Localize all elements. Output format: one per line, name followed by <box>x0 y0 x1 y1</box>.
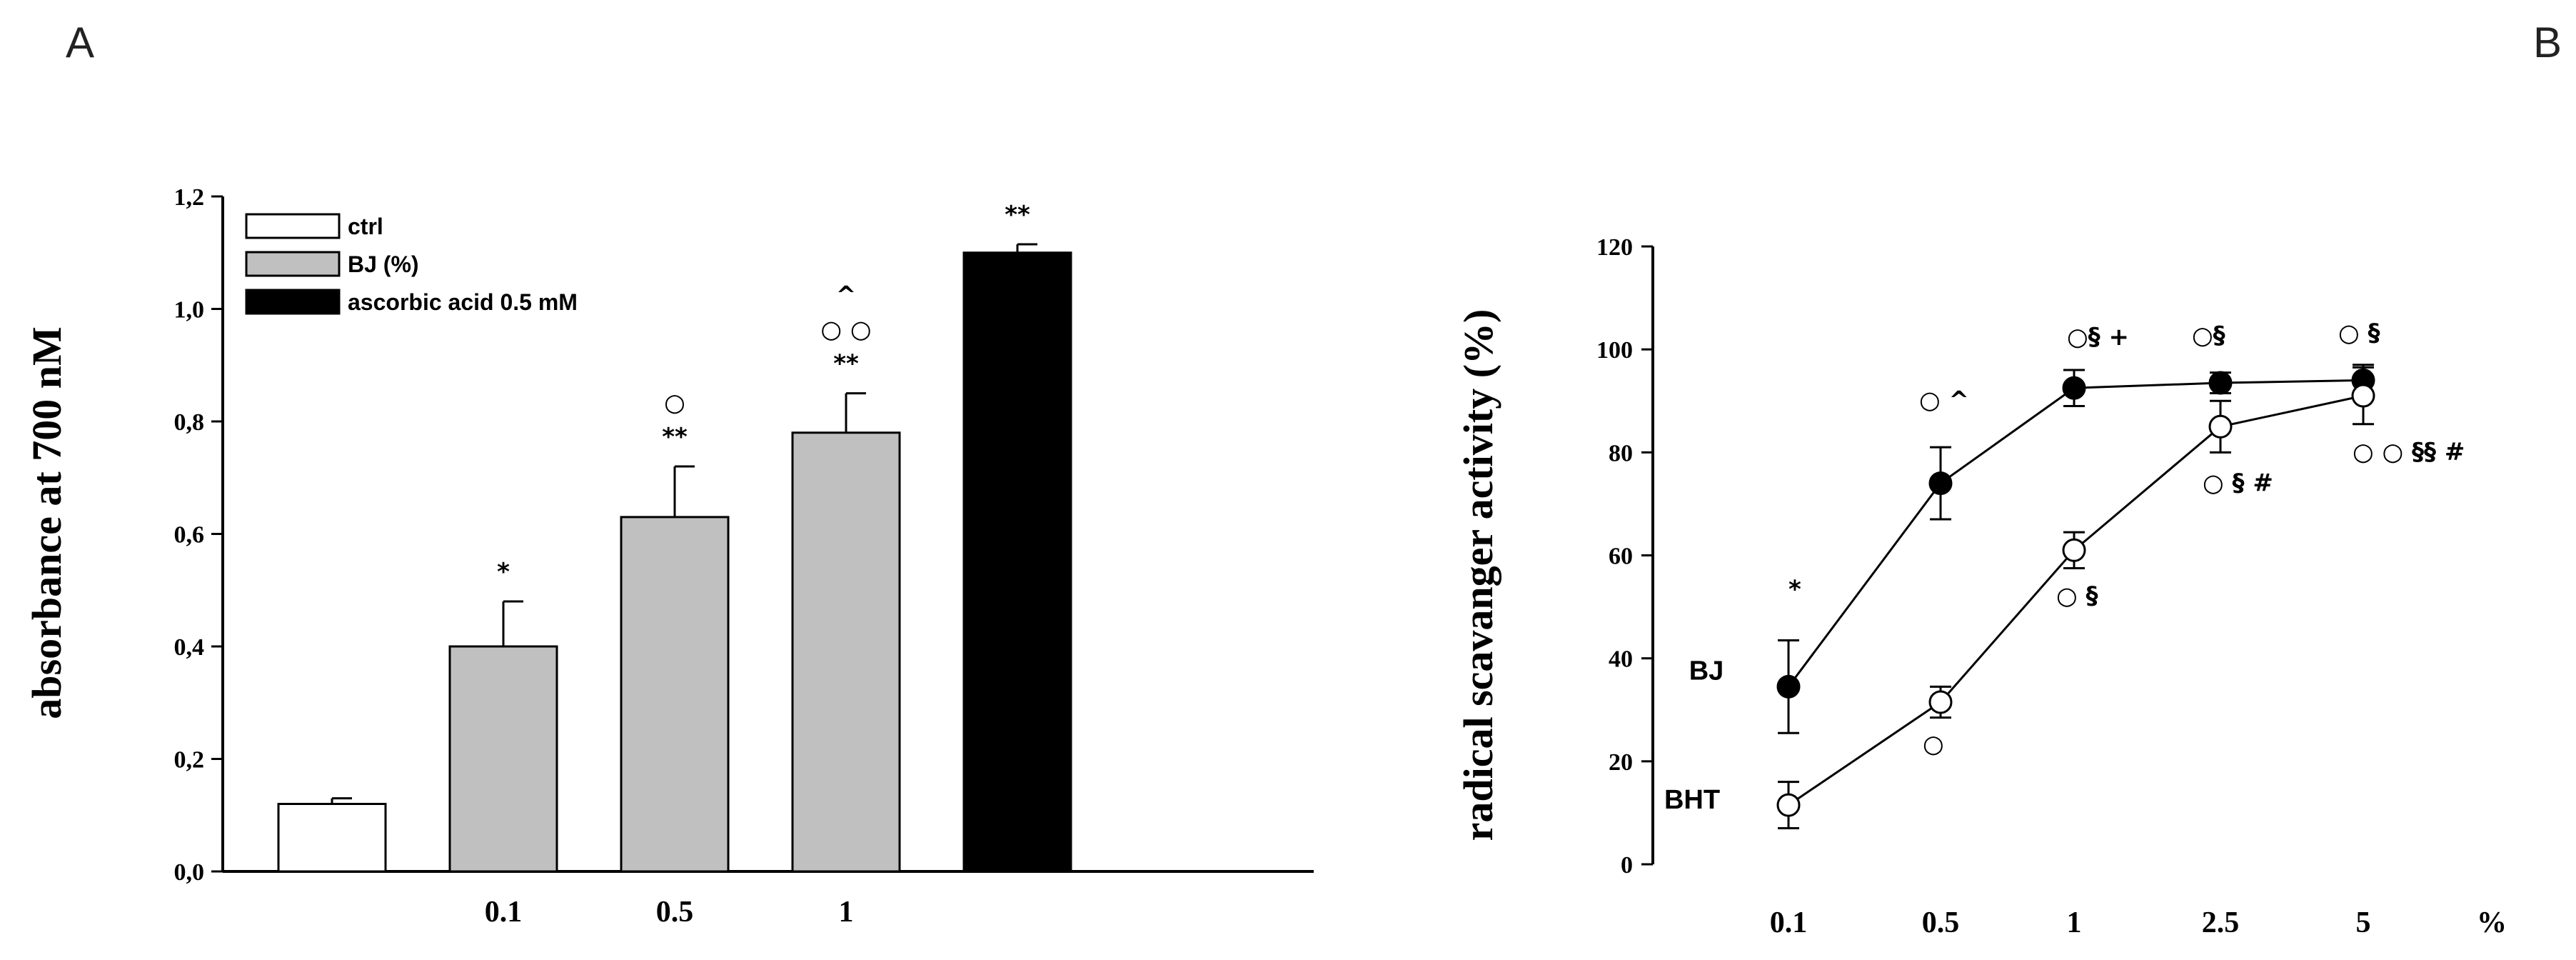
legend-swatch <box>245 251 341 277</box>
significance-marker: ** <box>1005 201 1030 229</box>
legend-label: BJ (%) <box>348 251 419 277</box>
significance-marker: ** <box>662 423 688 451</box>
y-tick-label-a: 1,0 <box>174 297 205 324</box>
x-tick-label-b: 2.5 <box>2202 906 2240 939</box>
bar <box>620 516 730 873</box>
x-tick-label-b: 1 <box>2067 906 2082 939</box>
x-tick-label-b: 0.5 <box>1922 906 1960 939</box>
significance-marker: ○ ^ <box>1919 386 1969 415</box>
y-tick-label-b: 100 <box>1596 337 1633 364</box>
y-tick-label-a: 0,8 <box>174 409 205 436</box>
significance-marker: ○ ○ §§ # <box>2353 438 2465 466</box>
y-tick-label-b: 0 <box>1621 852 1633 879</box>
data-point <box>1776 674 1801 699</box>
data-point <box>2062 376 2086 400</box>
legend-a: ctrl BJ (%) ascorbic acid 0.5 mM <box>245 213 578 315</box>
y-axis-title-a: absorbance at 700 nM <box>24 326 70 719</box>
legend-swatch <box>245 289 341 315</box>
x-unit-label-b: % <box>2477 906 2507 939</box>
bar <box>448 645 558 873</box>
data-point <box>1776 793 1801 817</box>
series-label: BHT <box>1664 785 1720 815</box>
data-point <box>1928 690 1953 714</box>
significance-marker: ○ <box>664 389 685 417</box>
bar <box>962 251 1072 873</box>
y-tick-label-a: 0,2 <box>174 747 205 774</box>
significance-marker: ○ § <box>2056 581 2098 610</box>
y-tick-label-b: 60 <box>1609 544 1633 570</box>
data-point <box>2351 384 2375 408</box>
significance-marker: * <box>497 558 510 586</box>
data-point <box>2208 414 2233 439</box>
y-tick-label-a: 1,2 <box>174 184 205 211</box>
legend-label: ctrl <box>348 214 383 239</box>
panel-label-a: A <box>66 19 94 66</box>
x-tick-label-b: 5 <box>2356 906 2371 939</box>
legend-label: ascorbic acid 0.5 mM <box>348 289 578 315</box>
series-label: BJ <box>1689 656 1724 686</box>
bar <box>791 431 901 873</box>
significance-marker: ○§ + <box>2067 323 2129 351</box>
significance-marker: ○ ○ <box>820 316 871 344</box>
significance-marker: ○ § # <box>2203 469 2273 497</box>
significance-marker: ○§ <box>2192 321 2225 350</box>
significance-marker: * <box>1788 575 1801 604</box>
series-line <box>1787 379 2364 688</box>
y-tick-label-b: 80 <box>1609 440 1633 466</box>
bar-chart-panel-a: absorbance at 700 nM ctrl BJ (%) ascorbic … <box>24 184 1314 929</box>
x-tick-label-a: 0.1 <box>485 896 523 929</box>
x-tick-label-b: 0.1 <box>1770 906 1808 939</box>
y-tick-label-b: 120 <box>1596 234 1633 261</box>
data-point <box>2208 371 2233 395</box>
y-axis-title-b: radical scavanger activity (%) <box>1455 309 1501 841</box>
x-tick-label-a: 0.5 <box>656 896 694 929</box>
significance-marker: ** <box>833 350 859 379</box>
data-point <box>1928 471 1953 496</box>
significance-marker: ^ <box>836 281 857 310</box>
panel-label-b: B <box>2533 19 2562 66</box>
y-tick-label-b: 20 <box>1609 749 1633 776</box>
significance-marker: ○ <box>1923 730 1944 759</box>
y-tick-label-a: 0,0 <box>174 859 205 886</box>
y-tick-label-a: 0,4 <box>174 634 205 661</box>
bar <box>277 803 387 873</box>
data-point <box>2062 538 2086 562</box>
y-tick-label-a: 0,6 <box>174 522 205 549</box>
y-tick-label-b: 40 <box>1609 646 1633 673</box>
x-tick-label-a: 1 <box>839 896 854 929</box>
legend-swatch <box>245 213 341 239</box>
significance-marker: ○ § <box>2338 319 2380 347</box>
line-chart-panel-b: radical scavanger activity (%) % 0 20 40 60… <box>1455 234 2507 939</box>
